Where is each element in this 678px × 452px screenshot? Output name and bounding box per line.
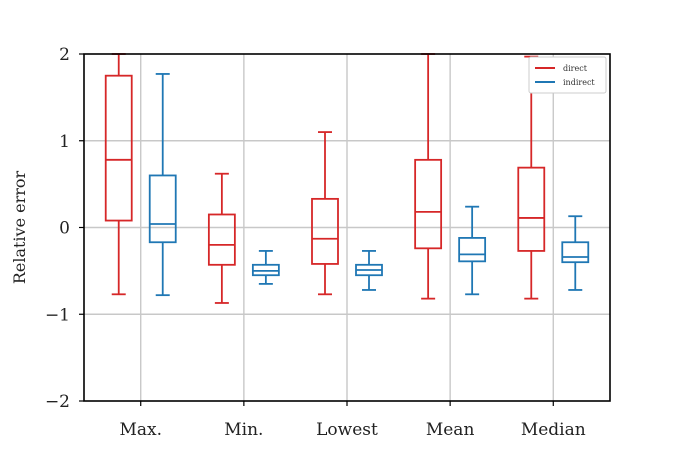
box-indirect: [148, 73, 177, 297]
x-tick-label: Median: [521, 420, 586, 440]
legend-label: direct: [563, 64, 588, 73]
box-series: [104, 53, 590, 304]
box-indirect: [251, 250, 280, 285]
legend: direct indirect: [528, 56, 607, 94]
x-tick-label: Lowest: [316, 420, 378, 440]
legend-frame: [528, 56, 607, 94]
x-tick-label: Max.: [119, 420, 162, 440]
x-tick-label: Mean: [426, 420, 475, 440]
y-axis-label: Relative error: [10, 170, 29, 284]
box-indirect: [458, 205, 487, 296]
series-direct: [104, 53, 546, 304]
axis-ticks: 2 1 0 −1 −2 Max. Min. Lowest Mean Median: [45, 45, 586, 440]
grid-lines: [84, 54, 610, 401]
box-iqr: [561, 241, 590, 264]
y-tick-label: −1: [45, 305, 70, 325]
box-iqr: [104, 74, 133, 222]
box-iqr: [414, 158, 443, 250]
box-direct: [104, 53, 133, 296]
legend-label: indirect: [563, 78, 595, 87]
y-tick-label: −2: [45, 392, 70, 412]
box-iqr: [311, 197, 339, 265]
y-tick-label: 1: [59, 132, 70, 152]
box-direct: [311, 131, 339, 296]
y-tick-label: 2: [59, 45, 70, 65]
box-indirect: [355, 250, 383, 291]
box-iqr: [207, 213, 236, 266]
box-iqr: [458, 237, 487, 263]
y-tick-label: 0: [59, 219, 70, 239]
x-tick-label: Min.: [224, 420, 263, 440]
series-indirect: [148, 73, 590, 297]
box-iqr: [517, 166, 546, 252]
box-direct: [207, 172, 236, 304]
box-indirect: [561, 215, 590, 291]
box-direct: [414, 53, 443, 300]
box-iqr: [148, 174, 177, 244]
